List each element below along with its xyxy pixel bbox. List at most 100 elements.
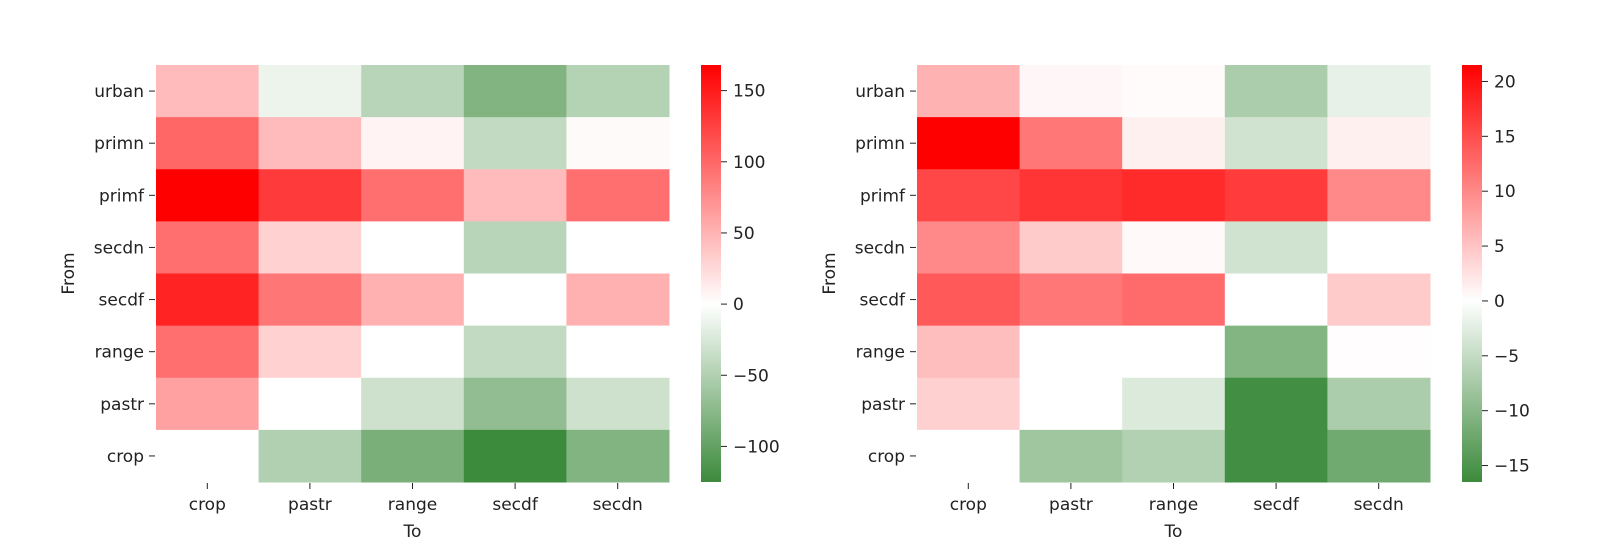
- x-tick-label-secdf: secdf: [492, 495, 538, 515]
- heatmap-cell-primn-range: [1122, 117, 1226, 170]
- heatmap-cell-secdf-pastr: [258, 273, 362, 327]
- colorbar-tick-label: −100: [733, 437, 780, 457]
- y-tick-label-secdn: secdn: [94, 238, 144, 258]
- heatmap-cell-primf-secdn: [566, 169, 670, 222]
- heatmap-cell-secdn-range: [1122, 221, 1226, 275]
- heatmap-cell-primn-range: [361, 117, 465, 170]
- heatmap-cell-urban-secdf: [1224, 65, 1328, 118]
- heatmap-cell-crop-pastr: [258, 429, 362, 483]
- heatmap-cell-secdn-range: [361, 221, 465, 275]
- colorbar-tick-label: −50: [733, 366, 769, 386]
- heatmap-cell-urban-range: [1122, 65, 1226, 118]
- y-axis-label: From: [820, 252, 840, 294]
- y-tick-label-urban: urban: [94, 82, 144, 102]
- heatmap-cell-secdf-range: [361, 273, 465, 327]
- heatmap-cell-range-pastr: [1019, 325, 1123, 379]
- y-tick-label-secdf: secdf: [99, 291, 145, 311]
- heatmap-cell-pastr-crop: [917, 377, 1021, 431]
- colorbar-tick-label: 150: [733, 82, 765, 102]
- heatmap-cell-secdn-secdf: [463, 221, 567, 275]
- heatmap-cell-urban-range: [361, 65, 465, 118]
- heatmap-cell-primf-secdn: [1327, 169, 1431, 222]
- colorbar-tick-label: −15: [1494, 457, 1530, 477]
- y-tick-label-range: range: [95, 343, 144, 363]
- heatmap-cell-primf-crop: [156, 169, 260, 222]
- y-tick-label-urban: urban: [855, 82, 905, 102]
- heatmap-cell-primf-secdf: [1224, 169, 1328, 222]
- heatmap-cell-primn-pastr: [1019, 117, 1123, 170]
- heatmap-cell-primf-range: [1122, 169, 1226, 222]
- heatmap-cell-secdn-crop: [917, 221, 1021, 275]
- heatmap-cell-primn-crop: [917, 117, 1021, 170]
- heatmap-cell-secdn-secdf: [1224, 221, 1328, 275]
- heatmap-cell-secdf-crop: [917, 273, 1021, 327]
- heatmap-cell-range-crop: [917, 325, 1021, 379]
- y-axis-label: From: [59, 252, 79, 294]
- heatmap-cell-primf-pastr: [258, 169, 362, 222]
- y-tick-label-secdn: secdn: [855, 238, 905, 258]
- heatmap-cell-crop-range: [1122, 429, 1226, 483]
- x-tick-label-secdf: secdf: [1253, 495, 1299, 515]
- heatmap-cell-pastr-crop: [156, 377, 260, 431]
- x-tick-label-pastr: pastr: [1049, 495, 1093, 515]
- heatmap-cell-range-secdn: [566, 325, 670, 379]
- heatmap-cell-crop-crop: [917, 429, 1021, 483]
- colorbar-tick-label: −5: [1494, 347, 1519, 367]
- colorbar-tick-label: 50: [733, 224, 755, 244]
- y-tick-label-range: range: [856, 343, 905, 363]
- heatmap-cell-primf-secdf: [463, 169, 567, 222]
- y-tick-label-primf: primf: [99, 186, 145, 206]
- heatmap-cell-primn-crop: [156, 117, 260, 170]
- heatmap-cell-crop-crop: [156, 429, 260, 483]
- heatmap-cell-primf-range: [361, 169, 465, 222]
- y-tick-label-primn: primn: [855, 134, 905, 154]
- heatmap-cell-urban-pastr: [1019, 65, 1123, 118]
- heatmap-cell-range-crop: [156, 325, 260, 379]
- heatmap-cell-primf-crop: [917, 169, 1021, 222]
- heatmap-cell-secdf-secdf: [463, 273, 567, 327]
- heatmap-cell-primn-secdn: [566, 117, 670, 170]
- x-tick-label-crop: crop: [189, 495, 226, 515]
- x-tick-label-secdn: secdn: [1354, 495, 1404, 515]
- heatmap-cell-urban-crop: [156, 65, 260, 118]
- colorbar-tick-label: 5: [1494, 237, 1505, 257]
- heatmap-cell-urban-secdn: [566, 65, 670, 118]
- heatmap-cell-range-secdf: [1224, 325, 1328, 379]
- colorbar: [701, 65, 721, 482]
- heatmap-cell-secdn-crop: [156, 221, 260, 275]
- heatmap-cell-secdf-crop: [156, 273, 260, 327]
- heatmap-cell-primn-secdf: [463, 117, 567, 170]
- heatmap-cell-secdf-range: [1122, 273, 1226, 327]
- heatmap-cell-range-secdf: [463, 325, 567, 379]
- heatmap-cell-urban-crop: [917, 65, 1021, 118]
- y-tick-label-pastr: pastr: [861, 395, 905, 415]
- heatmap-cell-pastr-secdn: [566, 377, 670, 431]
- heatmap-cell-pastr-secdn: [1327, 377, 1431, 431]
- y-tick-label-crop: crop: [868, 447, 905, 467]
- x-tick-label-pastr: pastr: [288, 495, 332, 515]
- heatmap-cell-range-pastr: [258, 325, 362, 379]
- heatmap-cell-secdf-secdn: [1327, 273, 1431, 327]
- heatmap-cell-pastr-secdf: [1224, 377, 1328, 431]
- heatmap-cell-secdf-secdn: [566, 273, 670, 327]
- y-tick-label-primf: primf: [860, 186, 906, 206]
- heatmap-cell-range-secdn: [1327, 325, 1431, 379]
- heatmap-cell-range-range: [1122, 325, 1226, 379]
- heatmap-cell-secdn-secdn: [1327, 221, 1431, 275]
- x-tick-label-range: range: [388, 495, 437, 515]
- x-tick-label-range: range: [1149, 495, 1198, 515]
- heatmap-cell-urban-secdn: [1327, 65, 1431, 118]
- x-tick-label-crop: crop: [950, 495, 987, 515]
- heatmap-cell-crop-secdn: [1327, 429, 1431, 483]
- heatmap-cell-crop-range: [361, 429, 465, 483]
- heatmap-cell-crop-secdf: [1224, 429, 1328, 483]
- heatmap-cell-range-range: [361, 325, 465, 379]
- heatmap-cell-pastr-range: [361, 377, 465, 431]
- colorbar: [1462, 65, 1482, 482]
- heatmap-cell-secdf-pastr: [1019, 273, 1123, 327]
- heatmap-panel-1: urban primn primf secdn secdf range pastr crop c…: [59, 65, 780, 542]
- x-axis-label: To: [1164, 522, 1183, 542]
- colorbar-tick-label: 0: [1494, 292, 1505, 312]
- heatmap-cell-primn-pastr: [258, 117, 362, 170]
